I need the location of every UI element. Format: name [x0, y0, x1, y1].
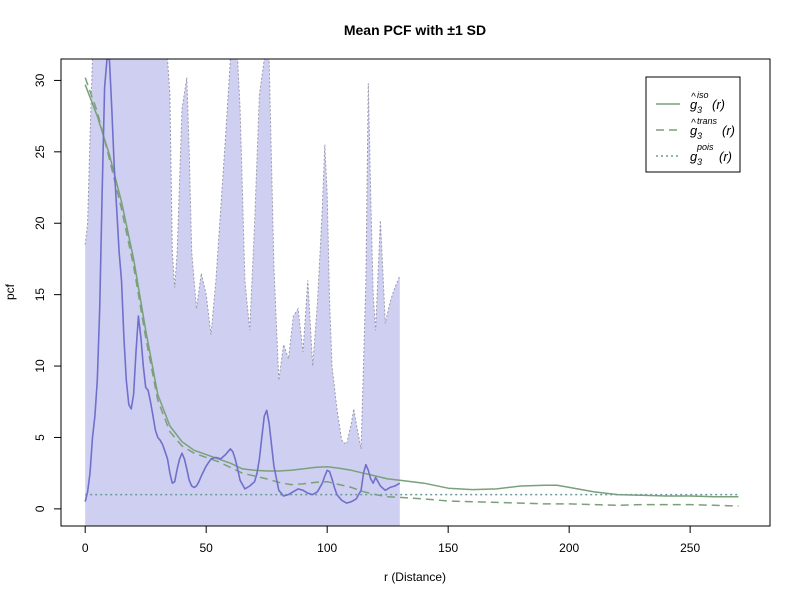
legend-entry-trans: g^3 trans (r) [656, 116, 735, 141]
y-tick-label: 0 [33, 505, 47, 512]
legend-entry-pois: g 3 pois (r) [656, 142, 732, 167]
series-mean-line [84, 59, 401, 504]
legend-hat: ^ [691, 118, 696, 129]
legend-subscript: 3 [697, 105, 702, 115]
legend-superscript: trans [697, 116, 718, 126]
sd-band-upper-edge [84, 59, 401, 449]
plot-area [84, 59, 739, 526]
x-tick-label: 250 [680, 541, 700, 555]
legend-argument: (r) [719, 149, 732, 164]
legend-superscript: iso [697, 90, 709, 100]
legend-symbol: g [690, 97, 698, 112]
y-tick-label: 20 [33, 216, 47, 230]
legend-subscript: 3 [697, 157, 702, 167]
sd-band [85, 59, 400, 526]
legend-symbol: g [690, 149, 698, 164]
y-tick-label: 25 [33, 145, 47, 159]
x-tick-label: 150 [438, 541, 458, 555]
y-axis-label: pcf [3, 283, 17, 300]
x-axis-label: r (Distance) [384, 570, 446, 584]
series-iso-line [84, 84, 739, 498]
y-tick-label: 10 [33, 359, 47, 373]
y-tick-label: 30 [33, 73, 47, 87]
legend-subscript: 3 [697, 131, 702, 141]
legend-entry-iso: g^3 iso(r) [656, 90, 725, 115]
legend-symbol: g [690, 123, 698, 138]
y-tick-label: 5 [33, 434, 47, 441]
legend-argument: (r) [722, 123, 735, 138]
chart-title: Mean PCF with ±1 SD [344, 22, 486, 38]
x-tick-label: 50 [200, 541, 214, 555]
series-trans-line [84, 77, 739, 507]
legend-hat: ^ [691, 92, 696, 103]
x-tick-label: 100 [317, 541, 337, 555]
axes: 0 50 100 150 200 250 0 5 10 15 20 25 30 [33, 58, 771, 555]
x-tick-label: 200 [559, 541, 579, 555]
legend-superscript: pois [696, 142, 714, 152]
y-tick-label: 15 [33, 288, 47, 302]
x-tick-label: 0 [82, 541, 89, 555]
legend-argument: (r) [712, 97, 725, 112]
